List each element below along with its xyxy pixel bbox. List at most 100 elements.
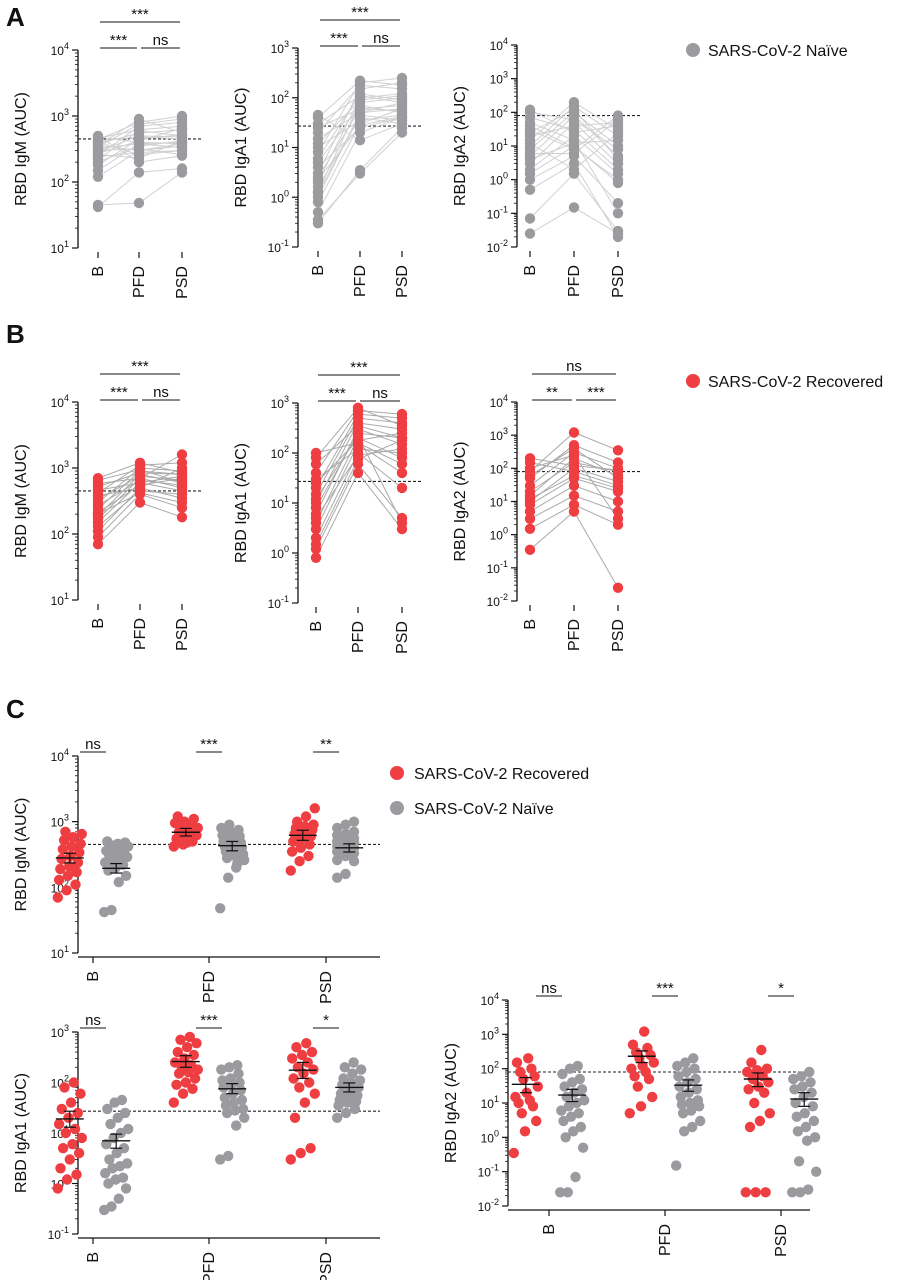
data-point: [62, 870, 74, 881]
data-point: [302, 827, 313, 838]
significance-label: ns: [541, 980, 557, 997]
data-point: [568, 427, 580, 438]
data-point: [104, 1154, 115, 1165]
x-category-label: PSD: [318, 1252, 335, 1280]
data-point: [570, 1171, 581, 1183]
data-point: [796, 1071, 807, 1082]
data-point: [176, 457, 188, 468]
y-axis-label: RBD IgA1 (AUC): [13, 1073, 30, 1193]
y-tick-label: 102: [490, 103, 508, 120]
data-point: [224, 819, 235, 830]
data-point: [332, 872, 343, 883]
data-point: [340, 868, 351, 880]
data-point: [116, 1094, 128, 1106]
data-point: [612, 464, 624, 476]
data-point: [352, 1090, 363, 1101]
data-point: [340, 819, 351, 830]
chart-b3: 10-2 10-1 100 101 102 103 104 RBD IgA2 (AUC) B PF…: [452, 358, 641, 652]
data-point: [531, 1115, 542, 1127]
data-point: [134, 473, 146, 484]
data-point: [568, 104, 580, 115]
data-point: [568, 499, 580, 510]
y-tick-label: 101: [51, 239, 69, 256]
data-point: [524, 513, 536, 524]
data-point: [176, 110, 188, 122]
data-point: [673, 1071, 684, 1082]
data-point: [234, 1077, 245, 1088]
data-point: [60, 826, 71, 837]
data-point: [233, 1068, 244, 1079]
y-axis-label: RBD IgM (AUC): [13, 92, 30, 206]
data-point: [52, 892, 63, 903]
data-point: [310, 512, 322, 524]
chart-b2: 10-1 100 101 102 103 RBD IgA1 (AUC) B PFD PSD ***…: [233, 359, 422, 654]
data-point: [612, 483, 624, 494]
y-tick-label: 103: [51, 107, 69, 124]
data-point: [111, 1147, 122, 1159]
data-point: [119, 1107, 131, 1119]
data-point: [239, 1112, 250, 1124]
x-category-label: PSD: [610, 265, 627, 298]
data-point: [612, 127, 624, 138]
data-point: [305, 1143, 316, 1154]
data-point: [612, 164, 624, 175]
data-point: [511, 1057, 523, 1068]
data-point: [612, 174, 624, 185]
y-tick-label: 10-2: [487, 592, 508, 609]
data-point: [524, 104, 536, 115]
data-point: [123, 1123, 134, 1135]
data-point: [688, 1053, 699, 1064]
data-point: [63, 1112, 74, 1124]
significance-label: ***: [656, 980, 674, 997]
data-point: [354, 135, 366, 146]
data-point: [524, 470, 536, 481]
y-axis-label: RBD IgA1 (AUC): [233, 443, 250, 563]
data-point: [568, 97, 580, 108]
data-point: [112, 1112, 124, 1124]
data-point: [75, 1088, 86, 1099]
data-point: [352, 402, 364, 413]
data-point: [92, 149, 104, 160]
significance-label: **: [320, 736, 332, 753]
data-point: [793, 1156, 805, 1167]
data-point: [117, 1172, 129, 1183]
data-point: [624, 1108, 635, 1119]
data-point: [71, 1169, 82, 1180]
data-point: [791, 1111, 802, 1122]
legend-b: SARS-CoV-2 Recovered: [686, 374, 883, 391]
data-point: [524, 213, 536, 224]
data-point: [562, 1187, 573, 1198]
data-point: [177, 1088, 189, 1099]
data-point: [524, 148, 536, 159]
y-tick-label: 10-1: [487, 204, 508, 221]
data-point: [134, 497, 146, 508]
significance-label: ***: [110, 384, 128, 401]
significance-label: **: [546, 384, 558, 401]
data-point: [744, 1121, 756, 1133]
x-category-label: PFD: [132, 618, 149, 650]
x-category-label: B: [522, 265, 539, 276]
data-point: [55, 1163, 66, 1174]
data-point: [92, 473, 104, 484]
data-point: [176, 497, 188, 508]
data-point: [133, 124, 145, 135]
y-tick-label: 102: [51, 525, 69, 542]
data-point: [681, 1066, 692, 1078]
data-point: [557, 1068, 568, 1080]
data-point: [294, 1082, 305, 1093]
data-point: [354, 90, 366, 101]
data-point: [133, 113, 145, 125]
data-point: [113, 1193, 125, 1204]
y-tick-label: 104: [490, 36, 508, 53]
data-point: [689, 1063, 700, 1074]
significance-label: ns: [85, 1012, 101, 1029]
data-point: [312, 175, 324, 186]
data-point: [312, 207, 324, 218]
legend-c: SARS-CoV-2 Recovered SARS-CoV-2 Naïve: [390, 766, 589, 818]
x-category-label: PFD: [131, 266, 148, 298]
data-point: [692, 1095, 704, 1106]
data-point: [312, 109, 324, 121]
data-point: [679, 1126, 690, 1137]
